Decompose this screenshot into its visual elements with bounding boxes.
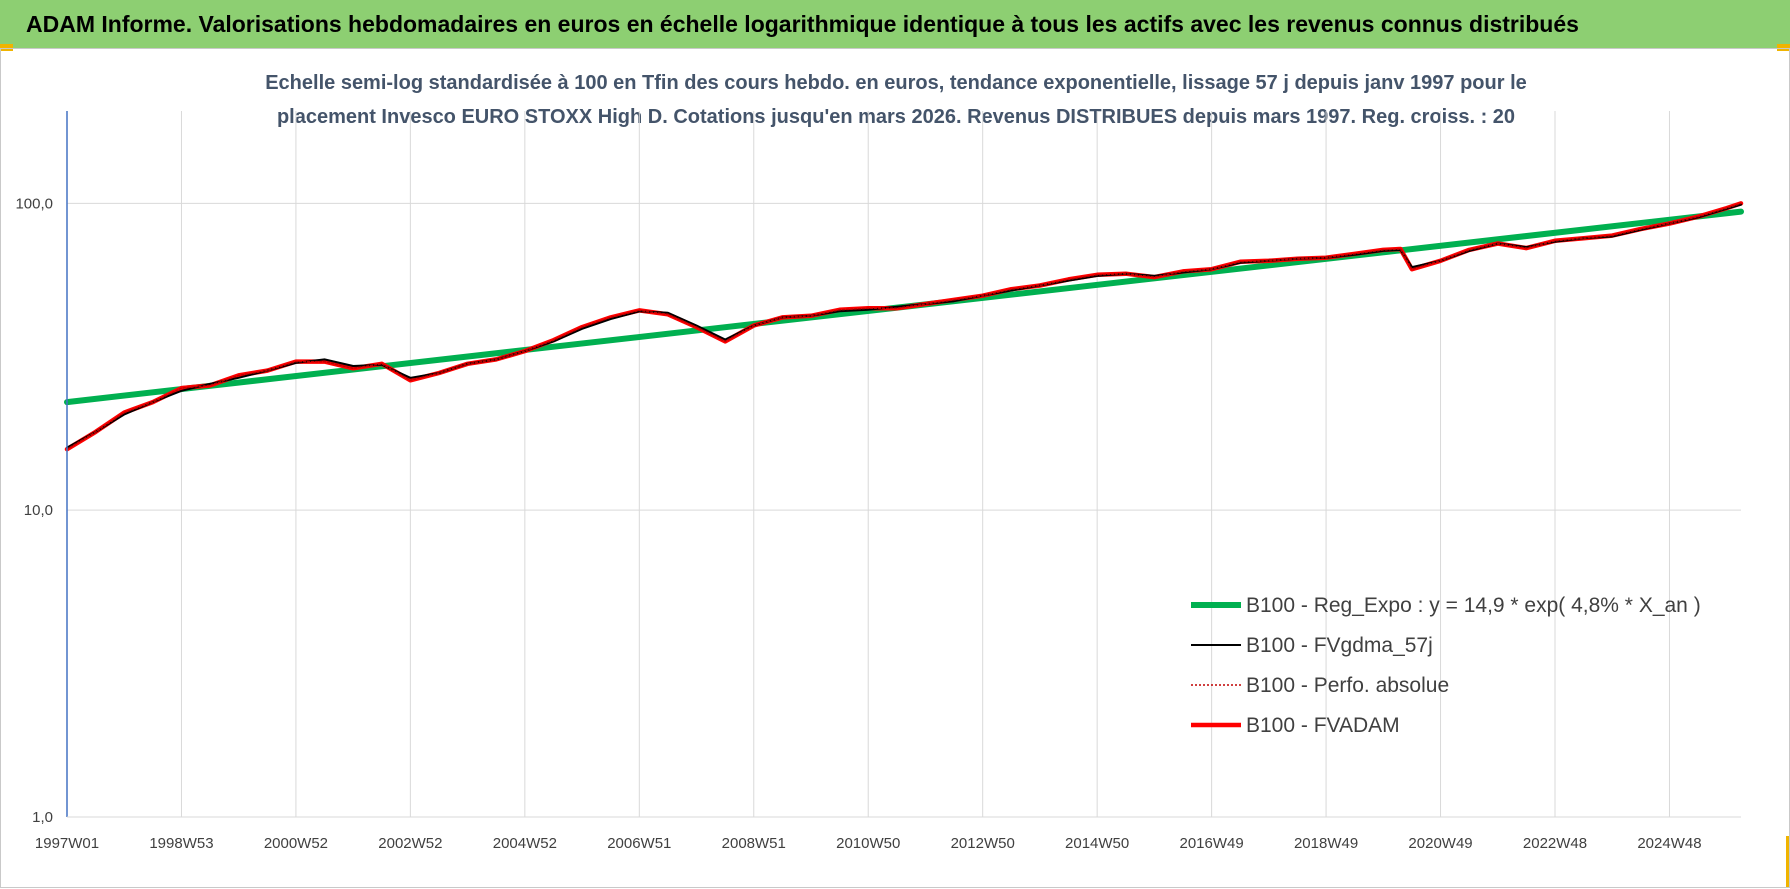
x-tick-label: 2008W51 (722, 835, 786, 852)
chart-title-line-2: placement Invesco EURO STOXX High D. Cot… (277, 106, 1515, 128)
legend-label-fvadam: B100 - FVADAM (1246, 714, 1400, 737)
y-tick-label: 10,0 (24, 502, 53, 519)
x-tick-label: 2024W48 (1637, 835, 1701, 852)
x-tick-label: 1997W01 (35, 835, 99, 852)
axis-layer: 1,0 10,0 100,0 1997W01 1998W53 2000W52 2002W52… (15, 111, 1741, 852)
chart-title-line-1: Echelle semi-log standardisée à 100 en T… (265, 72, 1527, 94)
x-tick-label: 1998W53 (149, 835, 213, 852)
corner-mark-bottom-right (1786, 836, 1790, 888)
legend-label-fvgdma: B100 - FVgdma_57j (1246, 634, 1433, 657)
x-tick-label: 2012W50 (951, 835, 1015, 852)
x-tick-label: 2000W52 (264, 835, 328, 852)
series-layer (64, 201, 1744, 452)
x-tick-label: 2018W49 (1294, 835, 1358, 852)
y-tick-label: 100,0 (15, 195, 53, 212)
series-line-perfo (66, 202, 1742, 450)
legend-label-reg-expo: B100 - Reg_Expo : y = 14,9 * exp( 4,8% *… (1246, 594, 1701, 617)
page-title: ADAM Informe. Valorisations hebdomadaire… (26, 10, 1579, 37)
x-tick-label: 2014W50 (1065, 835, 1129, 852)
legend: B100 - Reg_Expo : y = 14,9 * exp( 4,8% *… (1191, 594, 1701, 737)
corner-mark-top-right (1777, 44, 1790, 51)
x-tick-label: 2002W52 (378, 835, 442, 852)
x-tick-label: 2010W50 (836, 835, 900, 852)
x-tick-label: 2022W48 (1523, 835, 1587, 852)
x-tick-label: 2006W51 (607, 835, 671, 852)
x-tick-label: 2016W49 (1180, 835, 1244, 852)
grid-layer (66, 111, 1741, 818)
chart-area: Echelle semi-log standardisée à 100 en T… (0, 48, 1790, 888)
header-bar: ADAM Informe. Valorisations hebdomadaire… (0, 0, 1790, 48)
chart-svg: Echelle semi-log standardisée à 100 en T… (15, 72, 1744, 852)
legend-label-perfo: B100 - Perfo. absolue (1246, 674, 1449, 697)
x-tick-label: 2020W49 (1408, 835, 1472, 852)
corner-mark-top-left (0, 44, 13, 51)
x-tick-label: 2004W52 (493, 835, 557, 852)
y-tick-label: 1,0 (32, 809, 53, 826)
